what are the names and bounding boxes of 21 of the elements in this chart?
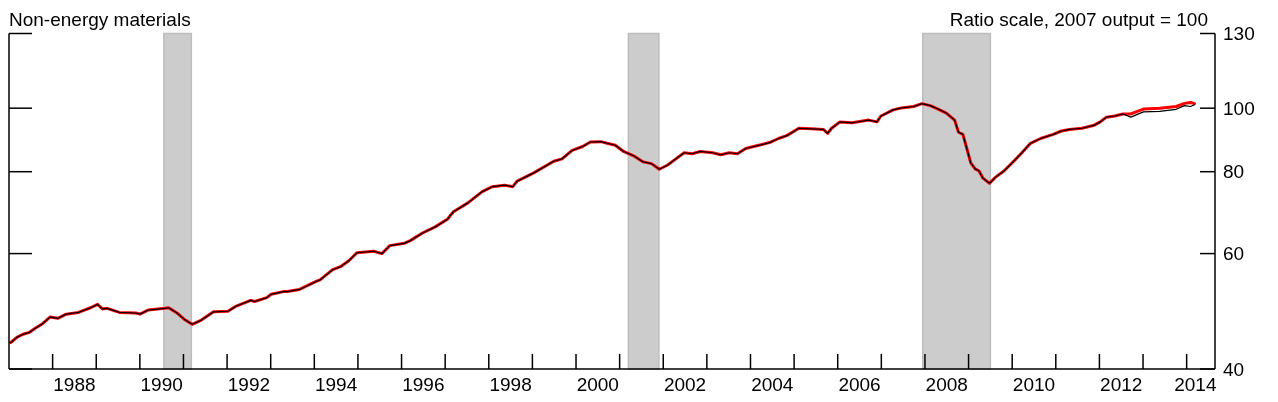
x-tick-label: 2004 [751,374,794,395]
x-tick-label: 2008 [925,374,968,395]
x-tick-label: 2010 [1012,374,1056,395]
x-tick-label: 1998 [489,374,532,395]
y-tick-label: 80 [1223,161,1245,183]
x-tick-label: 2000 [576,374,619,395]
y-tick-label: 60 [1223,243,1245,265]
chart-title: Non-energy materials [9,9,191,30]
y-tick-label: 130 [1223,23,1255,45]
x-tick-label: 2012 [1100,374,1143,395]
x-tick-label: 1994 [314,374,358,395]
x-tick-label: 1988 [53,374,96,395]
x-tick-label: 1996 [402,374,445,395]
x-tick-label: 2002 [663,374,707,395]
y-axis-title: Ratio scale, 2007 output = 100 [949,9,1208,30]
y-tick-label: 100 [1223,97,1255,119]
x-tick-label: 1990 [140,374,183,395]
x-tick-label: 2006 [838,374,881,395]
x-tick-label: 2014 [1174,374,1217,395]
y-tick-label: 40 [1223,358,1245,380]
x-tick-label: 1992 [227,374,271,395]
